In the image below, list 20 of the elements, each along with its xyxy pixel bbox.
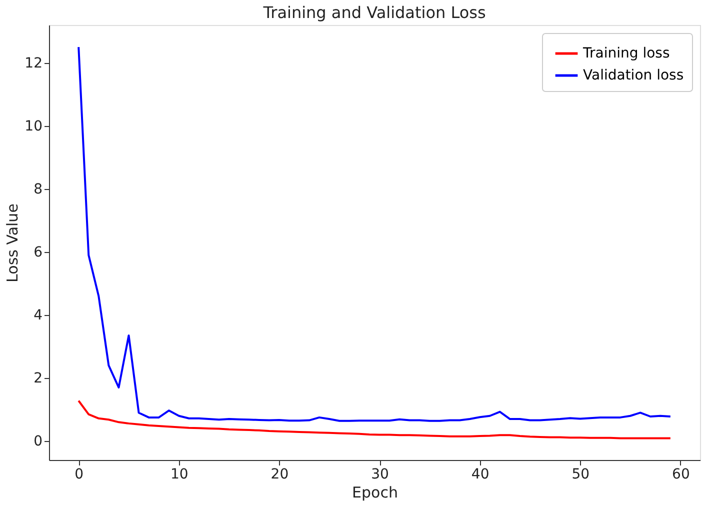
x-tick-label: 10 [170,466,188,482]
y-tick-label: 4 [34,308,43,324]
y-tick-label: 12 [24,55,42,72]
x-tick-label: 30 [371,466,389,482]
y-tick-label: 8 [34,181,42,198]
line-series [78,400,672,440]
y-axis-title: Loss Value [4,204,22,282]
y-tick-label: 6 [34,244,43,260]
x-tick-label: 40 [471,466,490,482]
x-axis-title: Epoch [352,484,398,502]
y-tick-label: 10 [24,118,42,134]
x-tick-label: 60 [672,466,690,482]
y-tick-label: 2 [34,370,42,387]
x-tick-label: 50 [572,466,590,482]
legend-label: Training loss [582,46,670,62]
chart-title: Training and Validation Loss [262,3,486,22]
x-tick-label: 20 [270,466,289,482]
x-tick-label: 0 [74,466,84,482]
legend-label: Validation loss [583,68,684,84]
y-tick-label: 0 [34,434,42,450]
